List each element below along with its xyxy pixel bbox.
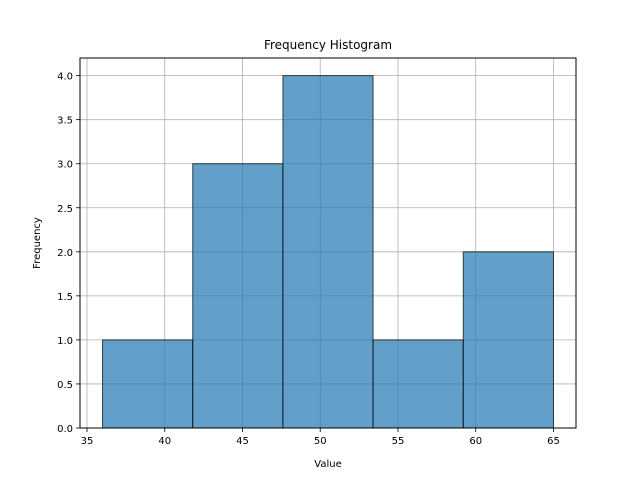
histogram-bar-1: [102, 339, 194, 429]
x-tick-label: 60: [469, 436, 482, 447]
y-tick-label: 4.0: [57, 72, 73, 83]
x-tick-label: 35: [81, 436, 94, 447]
y-tick-label: 2.5: [57, 204, 73, 215]
y-tick-label: 1.0: [57, 336, 73, 347]
x-tick-label: 40: [158, 436, 171, 447]
y-tick-label: 3.0: [57, 160, 73, 171]
x-tick-label: 45: [236, 436, 249, 447]
histogram-bar-3: [282, 75, 374, 429]
x-tick-label: 65: [547, 436, 560, 447]
y-axis-ticks: 0.0 0.5 1.0 1.5 2.0 2.5 3.0 3.5 4.0: [57, 72, 80, 435]
y-tick-label: 3.5: [57, 116, 73, 127]
x-axis-label: Value: [314, 459, 341, 470]
histogram-bar-2: [192, 163, 284, 429]
y-tick-label: 0.0: [57, 424, 73, 435]
y-axis-label: Frequency: [32, 217, 43, 269]
plot-frame: [79, 57, 577, 429]
bars: [102, 75, 554, 429]
x-tick-label: 55: [392, 436, 405, 447]
y-tick-label: 0.5: [57, 380, 73, 391]
histogram-bar-4: [372, 339, 464, 429]
y-tick-label: 2.0: [57, 248, 73, 259]
y-tick-label: 1.5: [57, 292, 73, 303]
histogram-bar-5: [462, 251, 554, 429]
x-tick-label: 50: [314, 436, 327, 447]
chart-title: Frequency Histogram: [264, 38, 392, 52]
x-axis-ticks: 35 40 45 50 55 60 65: [81, 428, 560, 447]
